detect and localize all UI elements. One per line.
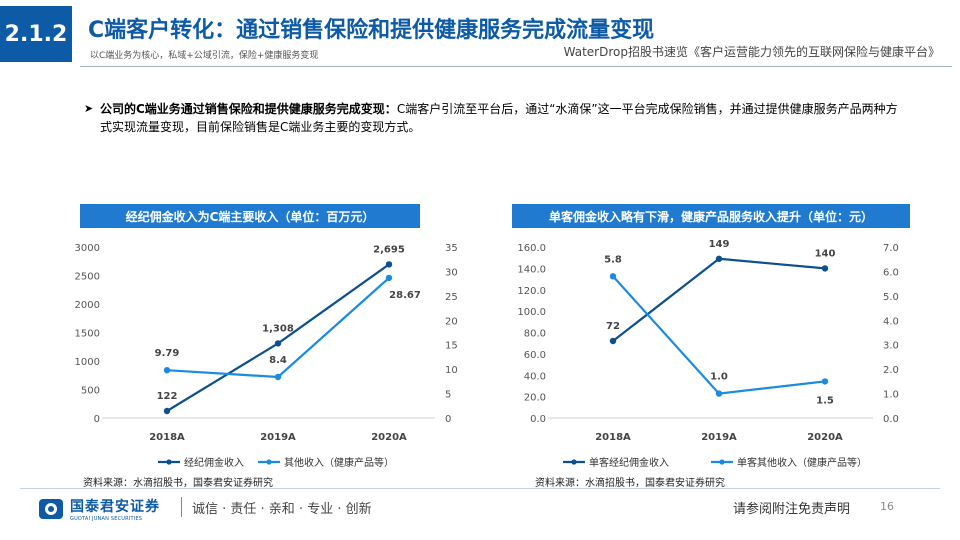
page-subtitle: 以C端业务为核心，私域+公域引流，保险+健康服务变现 xyxy=(90,51,319,61)
company-slogan: 诚信 · 责任 · 亲和 · 专业 · 创新 xyxy=(192,502,372,517)
series-1-point xyxy=(609,337,617,345)
page-number: 16 xyxy=(880,500,894,513)
data-label: 140 xyxy=(815,248,836,259)
bullet-arrow-icon: ➤ xyxy=(84,102,94,115)
legend-label-1: 单客经纪佣金收入 xyxy=(589,456,669,469)
series-line-1 xyxy=(166,263,390,412)
logo-name-cn: 国泰君安证券 xyxy=(70,499,160,515)
y-right-tick-label: 3.0 xyxy=(883,341,899,352)
legend-marker-1 xyxy=(571,459,577,465)
y-right-tick-label: 35 xyxy=(445,243,458,254)
y-left-tick-label: 1500 xyxy=(75,329,100,340)
key-point-text: 公司的C端业务通过销售保险和提供健康服务完成变现：C端客户引流至平台后，通过“水… xyxy=(84,100,904,136)
y-left-tick-label: 80.0 xyxy=(524,329,546,340)
data-label: 9.79 xyxy=(155,348,180,359)
x-tick-label: 2020A xyxy=(807,432,843,443)
y-right-tick-label: 5 xyxy=(445,390,451,401)
series-2-point xyxy=(385,274,393,282)
y-left-tick-label: 120.0 xyxy=(517,286,546,297)
chart2: 0.0 20.0 40.0 60.0 80.0 100.0 120.0 140.0 160.0 0… xyxy=(517,239,899,469)
data-label: 5.8 xyxy=(604,254,622,265)
chart1: 0 500 1000 1500 2000 2500 3000 0 5 10 15 20 25 30 35 20… xyxy=(75,243,458,469)
y-left-tick-label: 3000 xyxy=(75,243,100,254)
y-left-tick-label: 0 xyxy=(94,414,100,425)
series-1-point xyxy=(274,340,282,347)
series-line-1 xyxy=(612,257,826,342)
legend-label-2: 单客其他收入（健康产品等） xyxy=(737,456,867,469)
y-right-tick-label: 7.0 xyxy=(883,243,899,254)
y-left-tick-label: 20.0 xyxy=(524,393,546,404)
y-right-tick-label: 25 xyxy=(445,292,458,303)
chart2-title: 单客佣金收入略有下滑，健康产品服务收入提升（单位：元） xyxy=(512,204,910,228)
y-left-tick-label: 140.0 xyxy=(517,264,546,275)
legend-marker-1 xyxy=(166,459,172,465)
y-right-tick-label: 30 xyxy=(445,267,458,278)
legend-marker-2 xyxy=(719,459,725,465)
series-2-point xyxy=(821,378,829,385)
company-logo: 国泰君安证券 GUOTAI JUNAN SECURITIES xyxy=(38,496,160,522)
series-2-point xyxy=(163,367,171,374)
series-2-point xyxy=(274,373,282,381)
footer-separator xyxy=(181,497,182,517)
section-number-badge: 2.1.2 xyxy=(0,6,72,62)
y-left-tick-label: 2500 xyxy=(75,272,100,283)
footer-divider xyxy=(20,488,940,489)
data-label: 122 xyxy=(157,391,178,402)
series-2-point xyxy=(715,390,723,397)
data-label: 28.67 xyxy=(389,290,421,301)
y-left-tick-label: 1000 xyxy=(75,357,100,368)
series-1-point xyxy=(821,265,829,272)
key-point-bold: 公司的C端业务通过销售保险和提供健康服务完成变现： xyxy=(100,102,397,116)
series-2-point xyxy=(609,273,617,280)
chart2-source: 资料来源：水滴招股书，国泰君安证券研究 xyxy=(535,478,725,489)
y-right-tick-label: 0 xyxy=(445,414,451,425)
y-right-tick-label: 6.0 xyxy=(883,267,899,278)
x-tick-label: 2018A xyxy=(149,432,185,443)
legend-label-2: 其他收入（健康产品等） xyxy=(284,456,394,469)
y-left-tick-label: 100.0 xyxy=(517,307,546,318)
x-tick-label: 2019A xyxy=(260,432,296,443)
chart1-source: 资料来源：水滴招股书，国泰君安证券研究 xyxy=(83,478,273,489)
data-label: 1.5 xyxy=(816,395,834,406)
y-right-tick-label: 20 xyxy=(445,316,458,327)
y-right-tick-label: 15 xyxy=(445,341,458,352)
logo-name-en: GUOTAI JUNAN SECURITIES xyxy=(70,516,143,522)
y-right-tick-label: 4.0 xyxy=(883,316,899,327)
y-right-tick-label: 0.0 xyxy=(883,414,899,425)
key-point-body: C端客户引流至平台后，通过“水滴保”这一平台完成保险销售，并通过提供健康服务产品… xyxy=(100,102,898,134)
y-left-tick-label: 500 xyxy=(81,386,100,397)
logo-mark-icon xyxy=(39,499,63,519)
series-1-point xyxy=(163,407,171,415)
y-right-tick-label: 2.0 xyxy=(883,365,899,376)
y-right-tick-label: 5.0 xyxy=(883,292,899,303)
data-label: 149 xyxy=(709,239,730,250)
legend-marker-2 xyxy=(266,459,272,465)
x-tick-label: 2020A xyxy=(371,432,407,443)
data-label: 8.4 xyxy=(269,355,287,366)
data-label: 2,695 xyxy=(373,244,405,255)
series-1-point xyxy=(385,261,393,268)
y-left-tick-label: 160.0 xyxy=(517,243,546,254)
x-tick-label: 2019A xyxy=(701,432,737,443)
chart1-title: 经纪佣金收入为C端主要收入（单位：百万元） xyxy=(80,204,420,228)
data-label: 1.0 xyxy=(710,372,728,383)
y-right-tick-label: 1.0 xyxy=(883,390,899,401)
y-left-tick-label: 2000 xyxy=(75,300,100,311)
data-label: 1,308 xyxy=(262,323,294,334)
disclaimer-note: 请参阅附注免责声明 xyxy=(733,502,851,517)
y-right-tick-label: 10 xyxy=(445,365,458,376)
y-left-tick-label: 60.0 xyxy=(524,350,546,361)
x-tick-label: 2018A xyxy=(595,432,631,443)
report-reference: WaterDrop招股书速览《客户运营能力领先的互联网保险与健康平台》 xyxy=(563,45,940,59)
y-left-tick-label: 40.0 xyxy=(524,371,546,382)
legend-label-1: 经纪佣金收入 xyxy=(184,456,244,469)
key-point: ➤ 公司的C端业务通过销售保险和提供健康服务完成变现：C端客户引流至平台后，通过… xyxy=(84,100,904,136)
header-divider xyxy=(80,66,952,67)
data-label: 72 xyxy=(606,321,620,332)
y-left-tick-label: 0.0 xyxy=(530,414,546,425)
page-title: C端客户转化：通过销售保险和提供健康服务完成流量变现 xyxy=(88,18,655,43)
series-1-point xyxy=(715,255,723,262)
